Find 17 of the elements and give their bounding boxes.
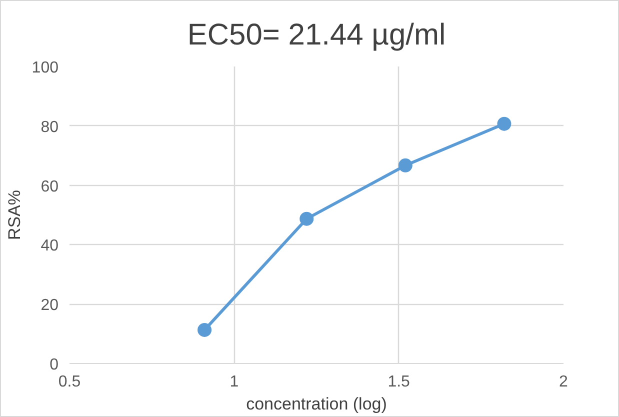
x-tick-label: 1.5: [388, 374, 410, 390]
y-axis-title: RSA%: [4, 190, 24, 240]
point: [198, 322, 212, 337]
point: [497, 116, 512, 131]
x-axis-title: concentration (log): [246, 394, 387, 414]
y-tick-label: 0: [50, 356, 59, 374]
point: [300, 212, 314, 226]
y-tick-label: 80: [40, 118, 59, 136]
y-tick-label: 40: [40, 238, 59, 255]
point: [398, 158, 412, 172]
x-tick-label: 1: [230, 374, 239, 390]
y-tick-label: 60: [40, 178, 59, 196]
x-tick-label: 2: [559, 374, 568, 390]
x-tick-label: 0.5: [58, 374, 81, 390]
y-tick-label: 100: [32, 60, 59, 76]
chart-title: EC50= 21.44 µg/ml: [187, 18, 446, 52]
y-tick-label: 20: [40, 297, 59, 314]
